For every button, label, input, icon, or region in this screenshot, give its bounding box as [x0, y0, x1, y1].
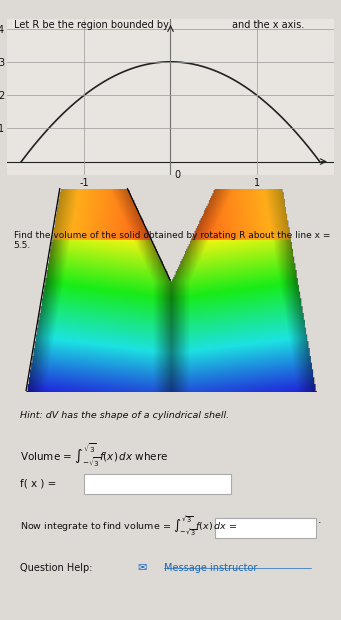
FancyBboxPatch shape	[215, 518, 316, 538]
Text: 0: 0	[175, 170, 181, 180]
Text: Find the volume of the solid obtained by rotating R about the line x = 5.5.: Find the volume of the solid obtained by…	[14, 231, 330, 250]
Text: and the x axis.: and the x axis.	[232, 20, 304, 30]
Text: ✉: ✉	[138, 563, 147, 573]
Text: Volume = $\int_{-\sqrt{3}}^{\sqrt{3}} f(x)\,dx$ where: Volume = $\int_{-\sqrt{3}}^{\sqrt{3}} f(…	[20, 441, 168, 469]
Text: .: .	[318, 515, 322, 525]
Text: f( x ) =: f( x ) =	[20, 478, 56, 488]
Text: Hint: dV has the shape of a cylindrical shell.: Hint: dV has the shape of a cylindrical …	[20, 412, 229, 420]
Text: Let R be the region bounded by: Let R be the region bounded by	[14, 20, 168, 30]
Text: Message instructor: Message instructor	[164, 563, 257, 573]
FancyBboxPatch shape	[84, 474, 231, 494]
Text: Now integrate to find volume = $\int_{-\sqrt{3}}^{\sqrt{3}} f(x)\,dx$ =: Now integrate to find volume = $\int_{-\…	[20, 515, 237, 538]
Text: Question Help:: Question Help:	[20, 563, 92, 573]
